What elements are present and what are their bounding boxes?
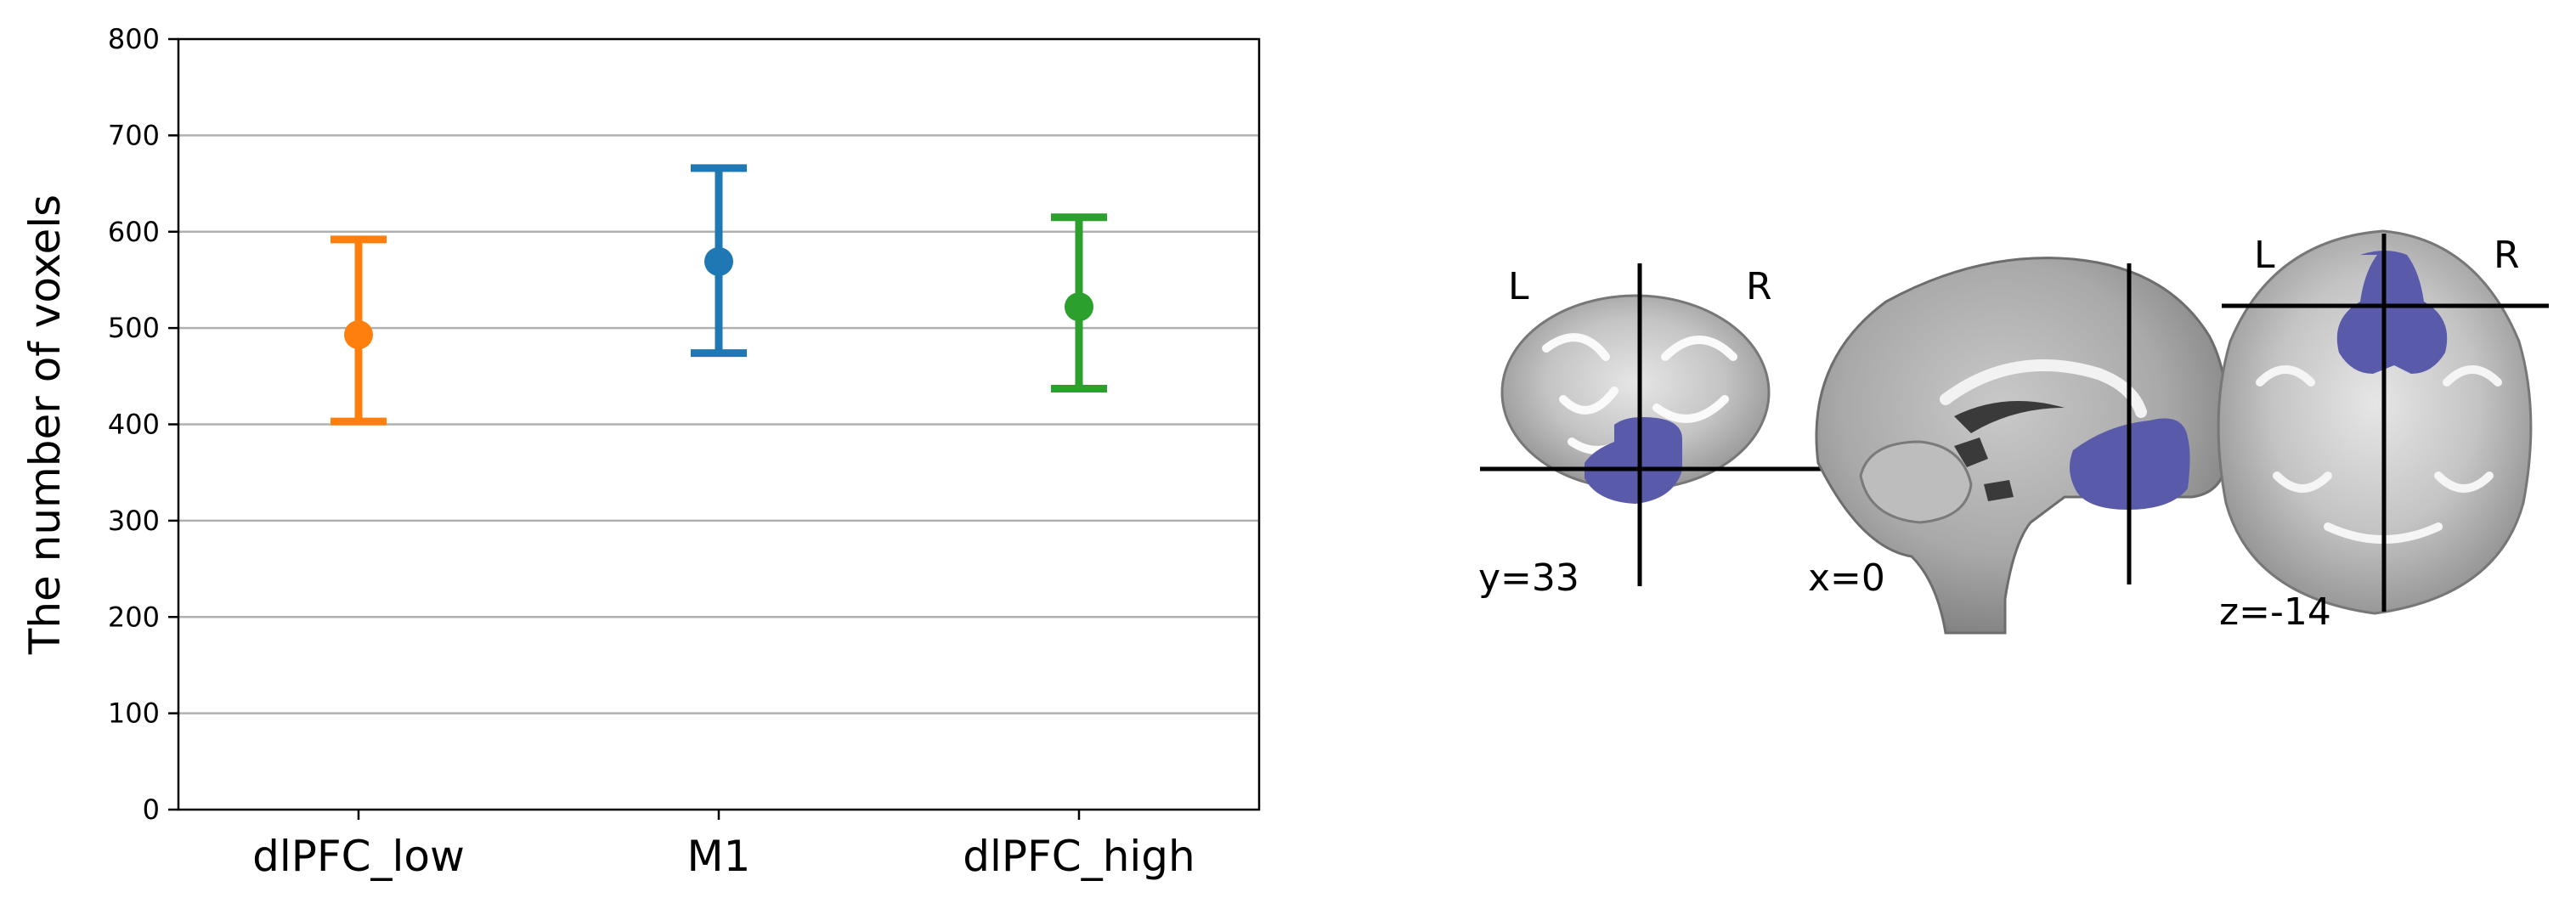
- coronal-coordinate-label: y=33: [1478, 556, 1579, 600]
- y-tick-label: 400: [108, 409, 160, 441]
- y-tick-label: 600: [108, 216, 160, 248]
- y-axis-title: The number of voxels: [20, 195, 70, 655]
- point-dlPFC_high: [1051, 213, 1107, 393]
- sagittal-cerebellum: [1859, 440, 1973, 524]
- point-M1: [691, 164, 747, 358]
- y-tick-label: 500: [108, 312, 160, 344]
- y-tick-label: 800: [108, 23, 160, 55]
- sagittal-coordinate-label: x=0: [1808, 556, 1885, 600]
- y-tick-label: 0: [143, 793, 160, 826]
- axial-roi-overlay: [2336, 251, 2448, 374]
- y-tick-label: 300: [108, 505, 160, 537]
- plot-frame: [177, 37, 1261, 811]
- mean-marker: [704, 246, 733, 276]
- mean-marker: [344, 320, 373, 350]
- axial-right-label: R: [2494, 234, 2520, 277]
- x-tick-label: M1: [687, 832, 751, 881]
- brain-slices: L R y=33 x=0 L R z=-14: [1478, 229, 2549, 635]
- point-dlPFC_low: [330, 235, 387, 426]
- coronal-left-label: L: [1508, 265, 1529, 308]
- axial-coordinate-label: z=-14: [2219, 590, 2331, 634]
- x-tick-label: dlPFC_low: [252, 832, 465, 881]
- y-tick-label: 100: [108, 697, 160, 730]
- data-points: [330, 164, 1107, 426]
- axial-brain-image: [2217, 229, 2533, 615]
- coronal-roi-overlay: [1585, 417, 1682, 504]
- y-axis-ticks: 0 100 200 300 400 500 600 700 800: [108, 23, 178, 826]
- mean-marker: [1065, 292, 1093, 322]
- axial-view: L R z=-14: [2217, 229, 2549, 634]
- sagittal-ventricles: [1954, 401, 2065, 501]
- sagittal-view: x=0: [1808, 257, 2229, 635]
- y-tick-label: 200: [108, 601, 160, 633]
- x-axis-ticks: dlPFC_low M1 dlPFC_high: [252, 810, 1195, 881]
- coronal-view: L R y=33: [1478, 263, 2209, 600]
- coronal-gyri: [1542, 333, 1737, 454]
- y-tick-label: 700: [108, 119, 160, 151]
- x-tick-label: dlPFC_high: [963, 832, 1195, 881]
- axial-gyri: [2256, 365, 2502, 544]
- axial-left-label: L: [2254, 234, 2275, 277]
- coronal-right-label: R: [1746, 265, 1772, 308]
